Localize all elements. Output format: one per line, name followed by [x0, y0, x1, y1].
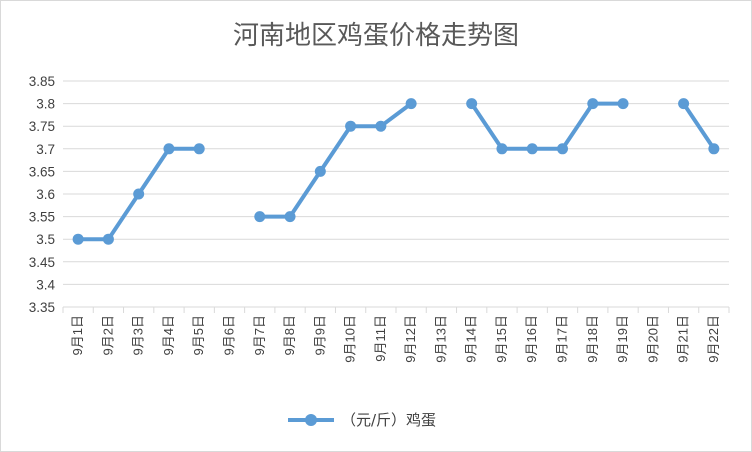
x-tick-label: 9月2日 — [100, 315, 115, 355]
y-tick-label: 3.55 — [29, 210, 55, 225]
y-tick-label: 3.45 — [29, 255, 55, 270]
x-tick-label: 9月16日 — [524, 315, 539, 363]
series-line-segment — [257, 101, 414, 219]
data-point — [466, 98, 478, 110]
y-tick-label: 3.4 — [36, 277, 55, 292]
series-line-segment — [681, 101, 716, 151]
data-point — [587, 98, 599, 110]
data-point — [375, 120, 387, 132]
data-point — [163, 143, 175, 155]
x-tick-label: 9月20日 — [645, 315, 660, 363]
y-tick-label: 3.6 — [36, 187, 55, 202]
x-tick-label: 9月18日 — [585, 315, 600, 363]
x-tick-label: 9月15日 — [494, 315, 509, 363]
y-tick-label: 3.85 — [29, 74, 55, 89]
data-point — [102, 233, 114, 245]
data-point — [345, 120, 357, 132]
y-tick-label: 3.5 — [36, 232, 55, 247]
legend-label: （元/斤）鸡蛋 — [341, 411, 436, 429]
x-tick-label: 9月21日 — [676, 315, 691, 363]
y-axis-ticks: 3.85 3.8 3.75 3.7 3.65 3.6 3.55 3.5 3.45 3.4 3.35 — [29, 74, 56, 315]
data-point — [405, 98, 417, 110]
data-point — [617, 98, 629, 110]
x-tick-label: 9月19日 — [615, 315, 630, 363]
legend: （元/斤）鸡蛋 — [288, 411, 436, 429]
y-tick-label: 3.7 — [36, 142, 55, 157]
y-tick-label: 3.35 — [29, 300, 55, 315]
data-point — [72, 233, 84, 245]
y-tick-label: 3.75 — [29, 119, 55, 134]
legend-marker-swatch — [305, 414, 317, 426]
data-point — [284, 211, 296, 223]
data-point — [557, 143, 568, 155]
x-tick-label: 9月22日 — [706, 315, 721, 363]
x-tick-label: 9月3日 — [131, 315, 146, 355]
x-tick-label: 9月6日 — [222, 315, 237, 355]
data-point — [254, 211, 266, 223]
x-tick-label: 9月9日 — [312, 315, 327, 355]
x-tick-label: 9月7日 — [252, 315, 267, 355]
data-point — [193, 143, 205, 155]
x-tick-label: 9月12日 — [403, 315, 418, 363]
x-tick-label: 9月4日 — [161, 315, 176, 355]
y-tick-label: 3.8 — [36, 97, 55, 112]
x-tick-label: 9月10日 — [343, 315, 358, 363]
data-point — [708, 143, 720, 155]
x-tick-label: 9月13日 — [433, 315, 448, 363]
x-tick-label: 9月17日 — [555, 315, 570, 363]
data-point — [496, 143, 508, 155]
y-tick-label: 3.65 — [29, 164, 55, 179]
x-tick-label: 9月8日 — [282, 315, 297, 355]
data-point — [314, 165, 326, 177]
data-point — [678, 98, 690, 110]
x-tick-label: 9月1日 — [70, 315, 85, 355]
series-line — [72, 98, 720, 245]
x-tick-label: 9月5日 — [191, 315, 206, 355]
x-tick-label: 9月11日 — [373, 315, 388, 362]
x-tick-label: 9月14日 — [464, 315, 479, 363]
chart-title: 河南地区鸡蛋价格走势图 — [232, 21, 519, 51]
data-point — [133, 188, 145, 200]
data-point — [526, 143, 538, 155]
x-axis-ticks: 9月1日 9月2日 9月3日 9月4日 9月5日 9月6日 9月7日 9月8日 9月9日 9月10… — [62, 307, 730, 363]
